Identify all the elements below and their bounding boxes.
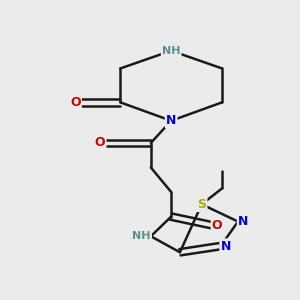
Text: O: O (70, 96, 81, 109)
Text: O: O (95, 136, 105, 149)
Text: N: N (238, 215, 248, 228)
Text: O: O (212, 219, 223, 232)
Text: NH: NH (162, 46, 180, 56)
Text: S: S (197, 198, 206, 211)
Text: N: N (166, 114, 176, 127)
Text: NH: NH (132, 231, 151, 241)
Text: N: N (220, 240, 231, 253)
